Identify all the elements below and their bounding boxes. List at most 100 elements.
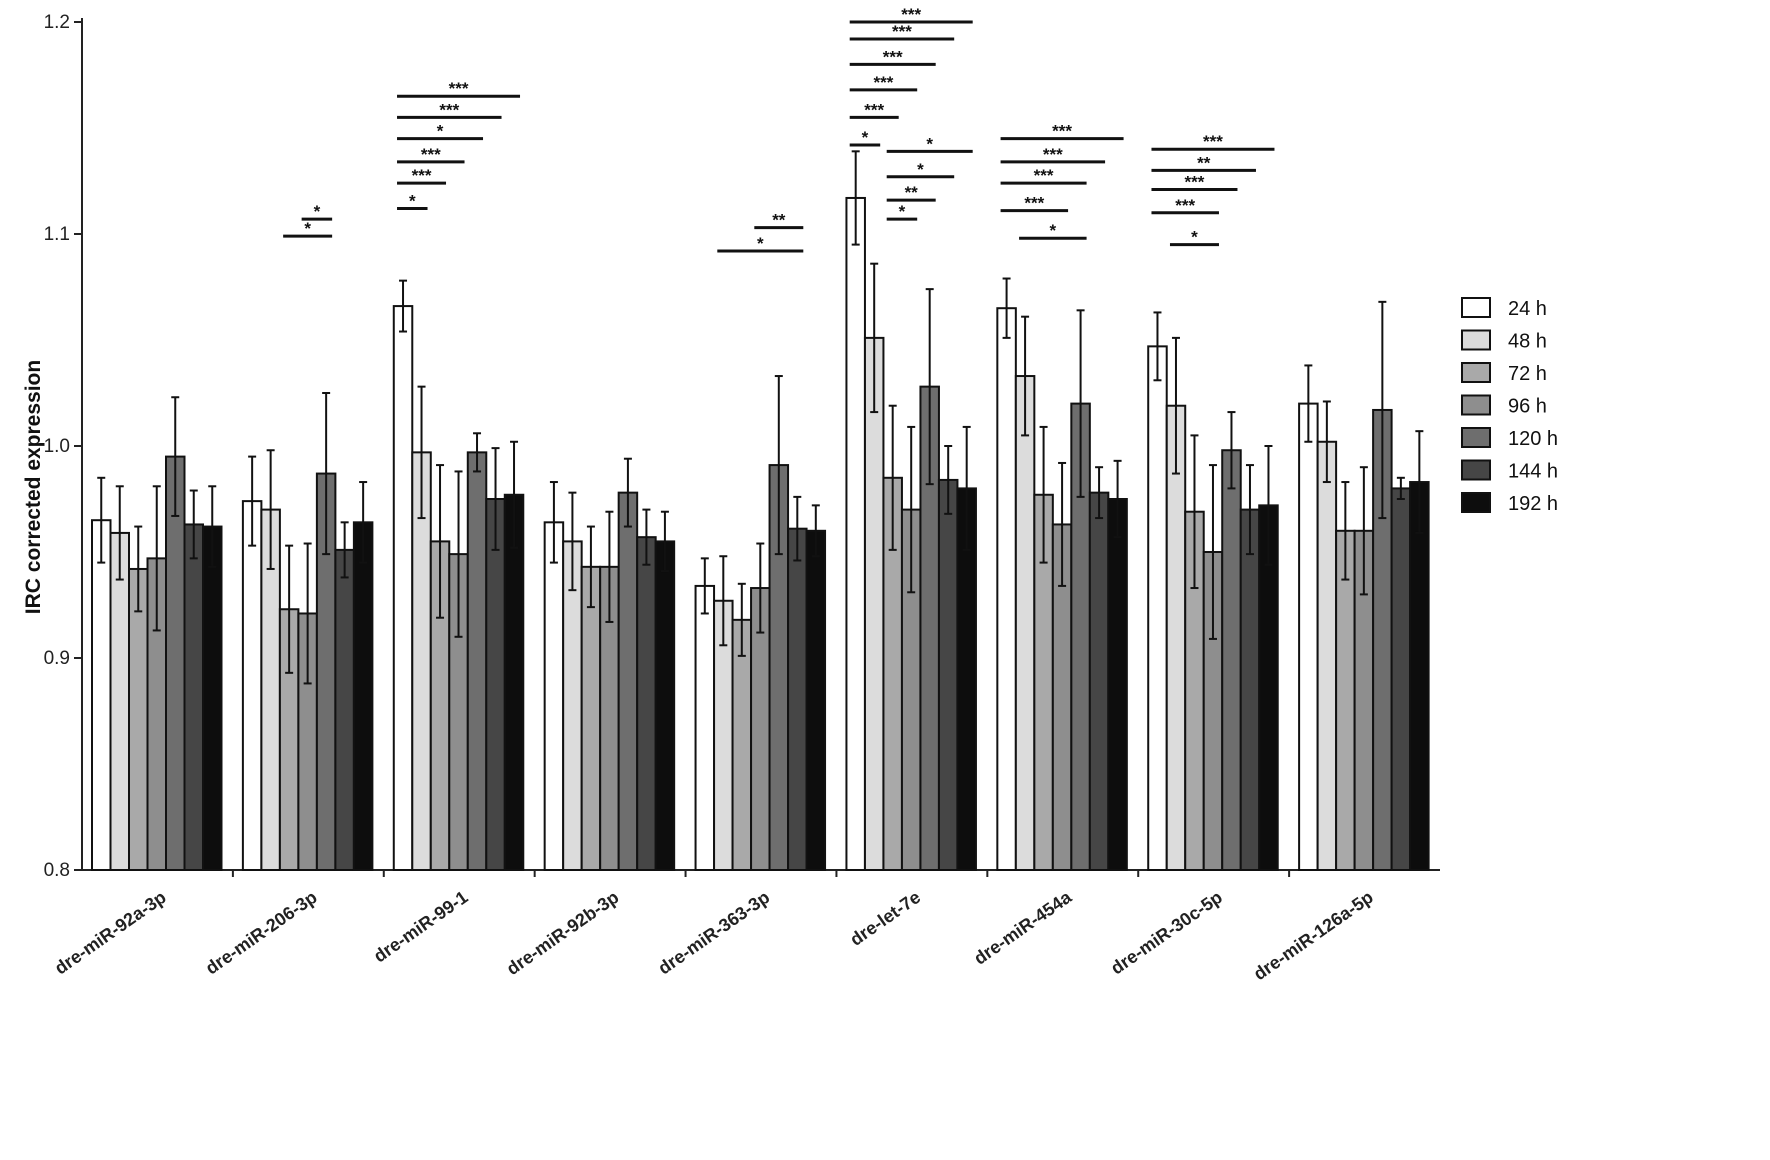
legend-label: 72 h (1508, 363, 1547, 385)
significance-label: *** (421, 145, 441, 164)
significance-label: ** (905, 183, 919, 202)
bar (1165, 404, 1187, 871)
significance-group: *********************************** *****… (283, 5, 1275, 253)
bar (694, 584, 716, 871)
significance-label: *** (439, 100, 459, 119)
significance-label: *** (1175, 196, 1195, 215)
x-tick-label: dre-miR-92b-3p (503, 887, 623, 979)
bar (996, 307, 1017, 871)
significance-label: * (899, 202, 906, 221)
bars-group (91, 150, 1430, 872)
x-tick-label: dre-let-7e (846, 887, 924, 950)
bar (731, 618, 753, 872)
significance-label: *** (1024, 194, 1044, 213)
significance-label: * (409, 192, 416, 211)
x-tick-label: dre-miR-206-3p (202, 887, 321, 979)
bar (1298, 402, 1319, 871)
legend-swatch (1461, 459, 1491, 481)
legend-swatch (1461, 427, 1491, 448)
significance-label: *** (883, 47, 903, 66)
bar (466, 451, 488, 871)
legend-swatch (1461, 329, 1491, 351)
significance-label: * (1191, 228, 1198, 247)
bar (1390, 487, 1412, 871)
bar (1014, 375, 1036, 871)
x-tick-label: dre-miR-363-3p (654, 887, 773, 979)
significance-label: *** (1034, 166, 1054, 185)
bar (543, 521, 565, 871)
significance-label: * (1050, 221, 1057, 240)
legend-label: 24 h (1508, 298, 1547, 320)
significance-label: *** (892, 22, 912, 41)
bar (636, 536, 657, 871)
y-tick-label: 1.2 (44, 12, 70, 33)
significance-label: * (304, 219, 311, 238)
bar (485, 498, 506, 871)
significance-label: *** (412, 166, 432, 185)
x-tick-label: dre-miR-30c-5p (1107, 887, 1226, 979)
bar (503, 493, 525, 871)
legend-label: 192 h (1508, 493, 1558, 515)
significance-label: *** (1043, 145, 1063, 164)
bar (165, 455, 186, 871)
bar (202, 525, 223, 871)
legend-label: 48 h (1508, 331, 1547, 353)
legend-swatch (1461, 297, 1491, 318)
significance-label: *** (1185, 172, 1205, 191)
y-tick-label: 1.0 (44, 436, 70, 457)
bar (352, 521, 374, 871)
significance-label: * (437, 122, 444, 141)
bar (1335, 529, 1356, 871)
legend-label: 96 h (1508, 396, 1547, 418)
legend-label: 144 h (1508, 461, 1558, 483)
significance-label: *** (1052, 122, 1072, 141)
y-axis-label: IRC corrected expression (22, 360, 45, 614)
bar (845, 196, 866, 871)
x-tick-label: dre-miR-99-1 (370, 887, 472, 966)
significance-label: * (926, 134, 933, 153)
bar (128, 567, 149, 872)
bar (1107, 498, 1128, 871)
legend-swatch (1461, 362, 1491, 383)
legend-swatch (1461, 492, 1491, 513)
bar (241, 500, 263, 871)
bar (91, 519, 112, 871)
significance-label: * (757, 234, 764, 253)
bar (1221, 449, 1242, 871)
significance-label: *** (874, 73, 894, 92)
bar (334, 548, 355, 871)
significance-label: *** (864, 100, 884, 119)
significance-label: *** (1203, 132, 1223, 151)
bar (1088, 491, 1110, 871)
bar (937, 478, 959, 871)
y-tick-label: 1.1 (44, 224, 70, 245)
significance-label: * (862, 128, 869, 147)
significance-label: * (917, 160, 924, 179)
legend: 24 h 48 h 72 h 96 h 120 h 144 h 192 h (1461, 297, 1558, 515)
bar (617, 491, 639, 871)
significance-label: * (314, 202, 321, 221)
x-tick-label: dre-miR-454a (970, 886, 1076, 968)
significance-label: ** (1197, 153, 1211, 172)
bar (805, 529, 827, 871)
x-tick-label: dre-miR-92a-3p (51, 887, 170, 979)
significance-label: ** (772, 211, 786, 230)
y-tick-label: 0.9 (44, 648, 70, 669)
bar (1409, 481, 1430, 871)
bar (183, 523, 204, 871)
bar (863, 336, 885, 871)
significance-label: *** (449, 79, 469, 98)
legend-swatch (1461, 394, 1491, 416)
bar (1316, 440, 1338, 871)
bar (1239, 508, 1261, 871)
bar (787, 527, 808, 871)
bar (109, 531, 130, 871)
y-tick-label: 0.8 (44, 860, 70, 881)
bar (392, 305, 414, 871)
bar (580, 565, 602, 872)
bar (654, 540, 676, 872)
x-tick-label: dre-miR-126a-5p (1250, 887, 1377, 984)
bar (1147, 345, 1168, 871)
